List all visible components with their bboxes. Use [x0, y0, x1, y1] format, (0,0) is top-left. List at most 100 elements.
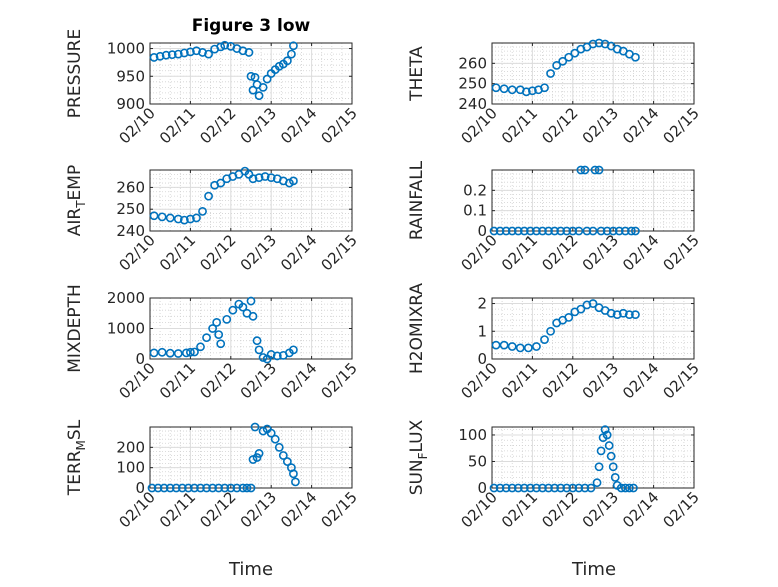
axes-box: [491, 169, 695, 232]
data-point: [282, 56, 292, 66]
y-tick-label: 1: [477, 322, 487, 340]
data-point: [214, 483, 224, 493]
data-point: [289, 41, 298, 51]
data-point: [185, 347, 195, 357]
y-tick-label: 0.1: [463, 202, 487, 220]
y-axis-label-rest: EMP: [65, 165, 85, 201]
y-axis-label: RAINFALL: [407, 160, 427, 240]
data-point: [594, 165, 604, 175]
data-point: [552, 60, 562, 70]
data-point: [165, 348, 175, 358]
y-tick-label: 0: [477, 350, 487, 368]
y-axis-label-rest: LUX: [407, 419, 427, 452]
data-point: [489, 483, 499, 493]
data-point: [556, 483, 566, 493]
y-axis-label-rest: SL: [65, 419, 85, 440]
data-point: [580, 483, 590, 493]
data-point: [165, 213, 175, 223]
y-axis-label: PRESSURE: [65, 29, 85, 118]
data-point: [550, 483, 560, 493]
data-point: [173, 49, 183, 59]
data-point: [582, 300, 592, 310]
data-point: [602, 430, 612, 440]
data-point: [147, 483, 157, 493]
data-point: [562, 483, 572, 493]
data-point: [272, 351, 282, 361]
data-point: [590, 165, 600, 175]
data-point: [266, 350, 276, 359]
y-axis-label: THETA: [407, 46, 427, 102]
data-point: [246, 296, 256, 306]
y-tick-label: 250: [116, 200, 145, 218]
data-point: [216, 339, 226, 349]
data-point: [202, 333, 211, 343]
data-point: [220, 40, 230, 50]
data-point: [177, 483, 187, 493]
figure-title: Figure 3 low: [192, 16, 311, 36]
data-point: [606, 308, 616, 318]
data-point: [588, 226, 598, 236]
data-point: [532, 342, 541, 351]
y-tick-label: 0: [135, 479, 145, 497]
data-point: [286, 49, 296, 59]
y-tick-label: 0.2: [463, 181, 487, 199]
data-point: [214, 330, 224, 339]
data-point: [216, 178, 226, 188]
data-point: [262, 74, 272, 84]
data-point: [532, 226, 541, 236]
data-point: [538, 483, 547, 493]
axes-box: [491, 42, 695, 105]
data-point: [208, 483, 218, 493]
data-point: [248, 174, 258, 184]
data-point: [580, 165, 590, 175]
data-point: [596, 226, 606, 236]
data-point: [266, 428, 276, 438]
y-tick-label: 0: [135, 350, 145, 368]
data-point: [564, 52, 574, 62]
y-tick-label: 1000: [107, 320, 145, 338]
data-point: [173, 214, 183, 224]
data-point: [499, 340, 509, 350]
data-point: [544, 483, 553, 493]
data-point: [620, 226, 630, 236]
data-point: [190, 347, 199, 357]
data-point: [525, 483, 535, 493]
data-point: [165, 483, 175, 493]
data-point: [570, 48, 580, 58]
data-point: [507, 483, 517, 493]
data-point: [254, 449, 264, 458]
y-axis-label-subscript: F: [416, 452, 430, 459]
data-point: [620, 483, 630, 493]
y-tick-label: 100: [116, 459, 145, 477]
data-point: [159, 483, 169, 493]
data-point: [289, 469, 298, 479]
data-point: [289, 345, 298, 355]
data-point: [254, 173, 264, 183]
axes-box: [149, 169, 353, 232]
data-point: [600, 425, 610, 435]
data-point: [612, 310, 622, 320]
data-point: [523, 343, 533, 353]
y-axis-label: SUNFLUX: [407, 419, 430, 495]
y-tick-label: 2: [477, 295, 487, 313]
data-point: [196, 342, 205, 352]
y-axis-label-subscript: T: [74, 200, 88, 209]
data-point: [244, 48, 254, 57]
data-point: [179, 215, 189, 225]
data-point: [624, 310, 634, 320]
axes-box: [491, 426, 695, 489]
data-point: [185, 47, 195, 57]
data-point: [238, 483, 248, 493]
data-point: [254, 91, 264, 101]
data-point: [282, 457, 292, 466]
data-point: [546, 326, 555, 336]
data-point: [495, 483, 505, 493]
data-point: [596, 446, 606, 456]
data-point: [521, 87, 531, 97]
data-point: [501, 226, 511, 236]
data-point: [608, 462, 618, 472]
axes-box: [491, 297, 695, 360]
data-point: [588, 39, 598, 49]
data-point: [515, 343, 525, 353]
